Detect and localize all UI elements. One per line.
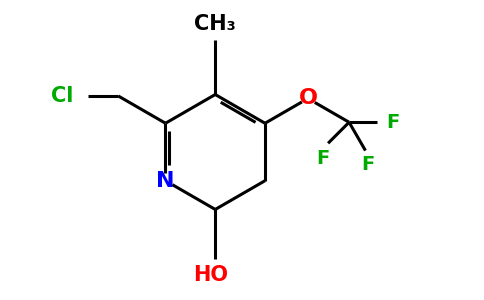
Text: HO: HO: [193, 265, 228, 285]
Text: Cl: Cl: [51, 86, 74, 106]
Text: O: O: [299, 88, 318, 109]
Text: F: F: [387, 113, 400, 132]
Text: N: N: [156, 171, 175, 191]
Text: F: F: [316, 149, 329, 168]
Text: CH₃: CH₃: [195, 14, 236, 34]
Text: F: F: [361, 155, 375, 174]
